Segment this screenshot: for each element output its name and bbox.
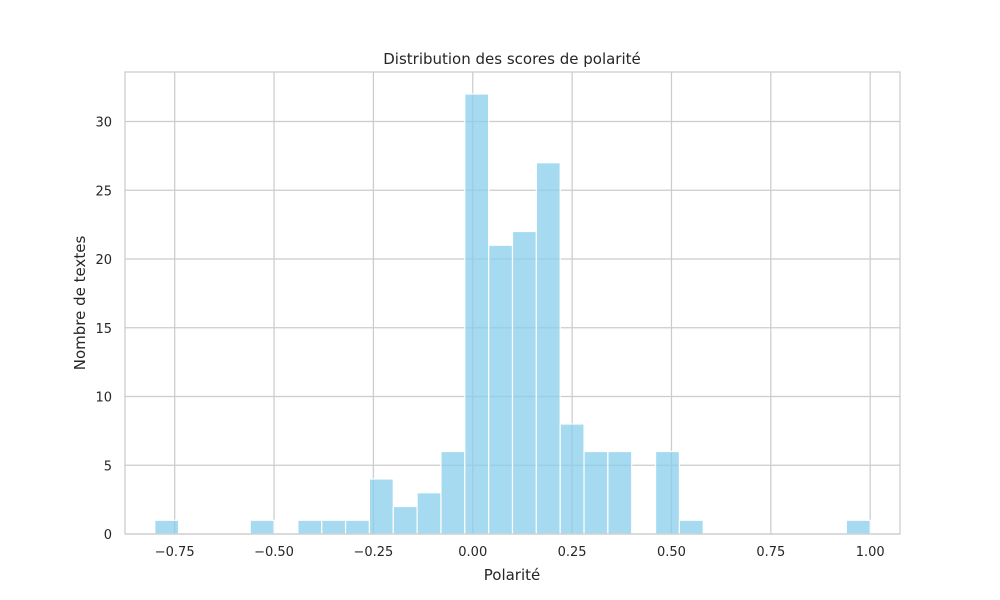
y-tick-label: 0 (104, 528, 112, 543)
histogram-bar (321, 519, 347, 535)
histogram-bar (440, 450, 466, 535)
histogram-bar (297, 519, 323, 535)
histogram-bar (392, 505, 418, 535)
histogram-bar (344, 519, 371, 535)
x-tick-label: −0.25 (353, 545, 393, 560)
histogram-bar (607, 450, 633, 535)
histogram-bar (845, 519, 871, 535)
y-tick-labels: 0 5 10 15 20 25 30 (95, 116, 112, 544)
chart-title: Distribution des scores de polarité (383, 50, 641, 68)
y-tick-label: 10 (95, 391, 112, 406)
y-tick-label: 5 (104, 459, 112, 474)
histogram-bars (154, 93, 871, 535)
y-tick-label: 15 (95, 322, 112, 337)
y-tick-label: 25 (95, 184, 112, 199)
x-tick-label: −0.50 (254, 545, 294, 560)
y-tick-label: 20 (95, 253, 112, 268)
plot-frame (124, 71, 901, 535)
x-tick-label: 0.25 (558, 545, 587, 560)
x-tick-label: 0.50 (657, 545, 686, 560)
histogram-bar (249, 519, 275, 535)
histogram-bar (464, 93, 490, 535)
x-tick-labels: −0.75 −0.50 −0.25 0.00 0.25 0.50 0.75 1.00 (155, 545, 885, 560)
histogram-bar (416, 492, 442, 535)
histogram-bar (511, 230, 537, 535)
y-tick-label: 30 (95, 116, 112, 131)
histogram-bar (559, 423, 585, 535)
histogram-bar (535, 162, 561, 535)
histogram-bar (678, 519, 704, 535)
y-axis-title: Nombre de textes (71, 236, 89, 371)
x-tick-label: 1.00 (856, 545, 885, 560)
x-tick-label: −0.75 (155, 545, 195, 560)
histogram-bar (654, 450, 681, 535)
x-axis-title: Polarité (484, 566, 541, 584)
x-tick-label: 0.75 (756, 545, 785, 560)
histogram-bar (488, 244, 514, 535)
histogram-bar (583, 450, 609, 535)
histogram-bar (368, 478, 394, 535)
x-tick-label: 0.00 (458, 545, 487, 560)
histogram-bar (154, 519, 180, 535)
